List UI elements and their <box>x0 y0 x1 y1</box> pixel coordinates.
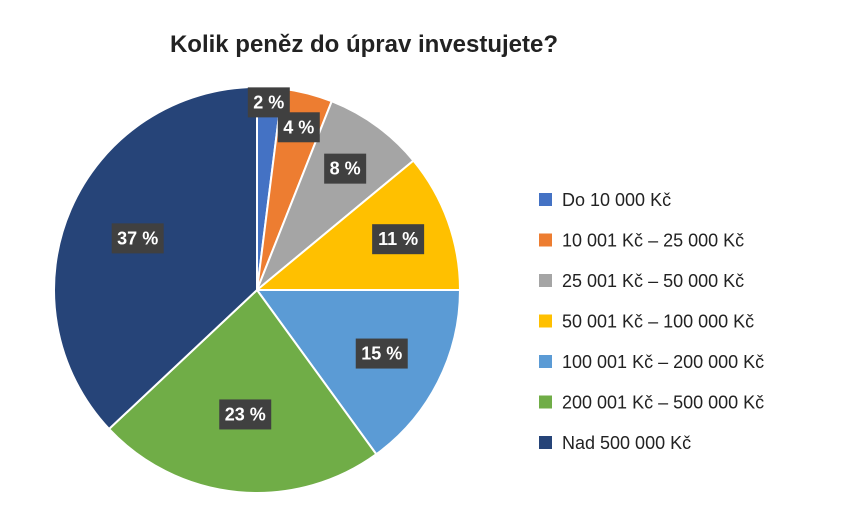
chart-title: Kolik peněz do úprav investujete? <box>170 31 558 58</box>
legend-label: 50 001 Kč – 100 000 Kč <box>562 312 754 332</box>
legend-swatch <box>539 233 552 247</box>
legend-label: Nad 500 000 Kč <box>562 433 691 453</box>
data-label: 15 % <box>355 338 408 369</box>
data-label-box <box>372 224 425 255</box>
legend-label: 10 001 Kč – 25 000 Kč <box>562 231 744 251</box>
pie-slice <box>53 85 258 431</box>
data-label-text: 15 % <box>361 344 402 364</box>
pie-slices <box>53 85 462 494</box>
legend: Do 10 000 Kč 10 001 Kč – 25 000 Kč 25 001 … <box>539 190 764 453</box>
pie-slice <box>107 288 378 494</box>
legend-item: 10 001 Kč – 25 000 Kč <box>539 231 744 251</box>
legend-item: 100 001 Kč – 200 000 Kč <box>539 352 764 372</box>
data-label-text: 4 % <box>283 117 314 137</box>
legend-item: 50 001 Kč – 100 000 Kč <box>539 312 754 332</box>
data-label: 4 % <box>277 112 320 143</box>
legend-label: Do 10 000 Kč <box>562 190 671 210</box>
legend-swatch <box>539 193 552 206</box>
data-label-box <box>324 153 367 184</box>
legend-label: 100 001 Kč – 200 000 Kč <box>562 352 764 372</box>
data-label-box <box>219 399 272 430</box>
legend-swatch <box>539 395 552 409</box>
legend-swatch <box>539 436 552 449</box>
data-label-text: 2 % <box>253 92 284 112</box>
data-label-text: 8 % <box>330 159 361 179</box>
data-label-text: 23 % <box>225 404 266 424</box>
pie-slice <box>255 289 462 456</box>
data-label-text: 37 % <box>117 228 158 248</box>
pie-slice <box>254 159 462 291</box>
pie-slice <box>256 99 415 291</box>
legend-item: Do 10 000 Kč <box>539 190 671 210</box>
legend-item: Nad 500 000 Kč <box>539 433 691 453</box>
legend-item: 25 001 Kč – 50 000 Kč <box>539 271 744 291</box>
data-label: 23 % <box>219 399 272 430</box>
data-label-box <box>111 223 164 254</box>
legend-swatch <box>539 355 552 368</box>
data-label: 11 % <box>372 224 425 255</box>
data-label-box <box>355 338 408 369</box>
data-label: 37 % <box>111 223 164 254</box>
data-label-box <box>277 112 320 143</box>
legend-label: 200 001 Kč – 500 000 Kč <box>562 393 764 413</box>
data-label-text: 11 % <box>378 229 418 249</box>
data-label: 8 % <box>324 153 367 184</box>
data-labels: 2 % 4 % 8 % 11 % 15 % 23 % 37 % <box>111 87 425 430</box>
legend-swatch <box>539 274 552 287</box>
legend-label: 25 001 Kč – 50 000 Kč <box>562 271 744 291</box>
legend-item: 200 001 Kč – 500 000 Kč <box>539 393 764 413</box>
legend-swatch <box>539 314 552 328</box>
